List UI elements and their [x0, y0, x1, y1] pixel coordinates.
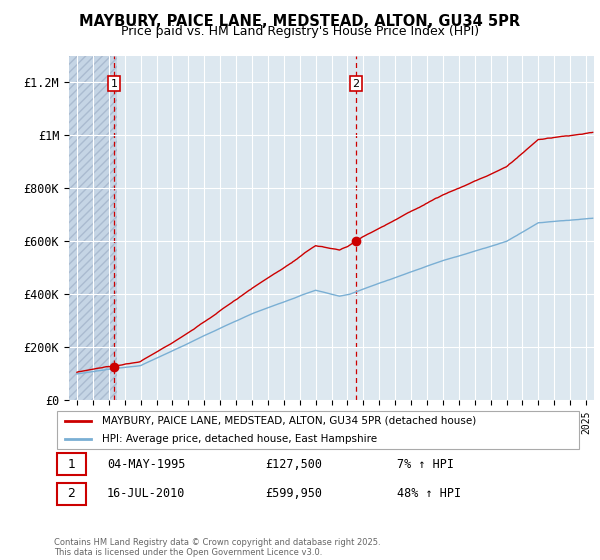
Text: 7% ↑ HPI: 7% ↑ HPI — [397, 458, 454, 471]
Text: 16-JUL-2010: 16-JUL-2010 — [107, 487, 185, 500]
Text: Contains HM Land Registry data © Crown copyright and database right 2025.
This d: Contains HM Land Registry data © Crown c… — [54, 538, 380, 557]
Text: 1: 1 — [67, 458, 75, 471]
Text: 2: 2 — [67, 487, 75, 500]
FancyBboxPatch shape — [56, 453, 86, 475]
Text: MAYBURY, PAICE LANE, MEDSTEAD, ALTON, GU34 5PR (detached house): MAYBURY, PAICE LANE, MEDSTEAD, ALTON, GU… — [101, 416, 476, 426]
FancyBboxPatch shape — [56, 483, 86, 505]
FancyBboxPatch shape — [56, 411, 580, 449]
Text: HPI: Average price, detached house, East Hampshire: HPI: Average price, detached house, East… — [101, 434, 377, 444]
Text: £599,950: £599,950 — [265, 487, 322, 500]
Text: 1: 1 — [110, 78, 118, 88]
Text: 2: 2 — [352, 78, 359, 88]
Text: MAYBURY, PAICE LANE, MEDSTEAD, ALTON, GU34 5PR: MAYBURY, PAICE LANE, MEDSTEAD, ALTON, GU… — [79, 14, 521, 29]
Text: 48% ↑ HPI: 48% ↑ HPI — [397, 487, 461, 500]
Text: Price paid vs. HM Land Registry's House Price Index (HPI): Price paid vs. HM Land Registry's House … — [121, 25, 479, 38]
Text: 04-MAY-1995: 04-MAY-1995 — [107, 458, 185, 471]
Text: £127,500: £127,500 — [265, 458, 322, 471]
Bar — [69, 56, 117, 400]
